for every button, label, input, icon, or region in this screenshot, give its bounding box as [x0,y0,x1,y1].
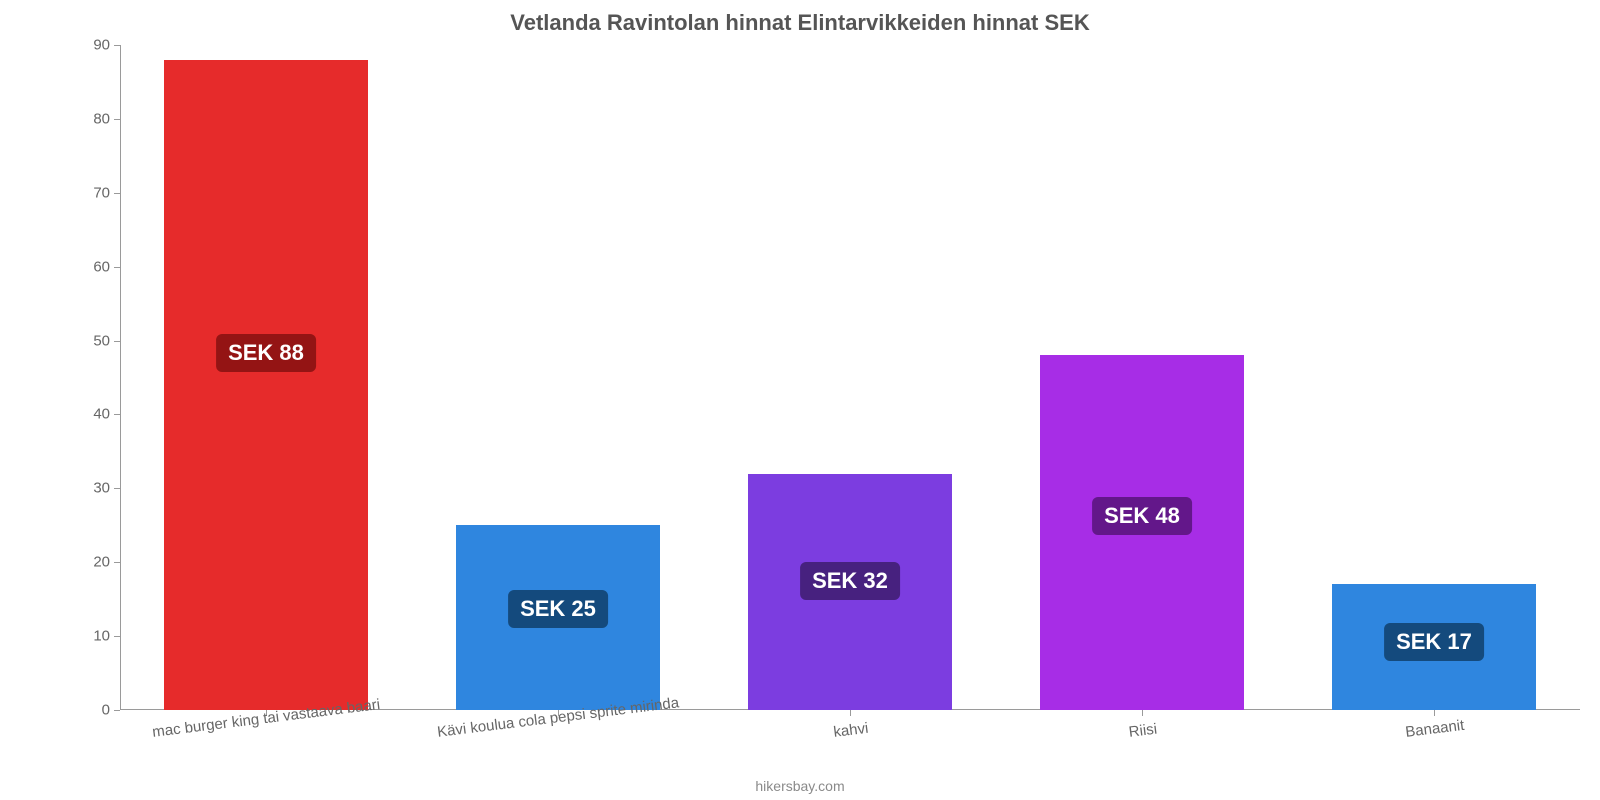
y-tick-label: 30 [93,480,120,497]
x-tick [850,710,851,716]
y-tick-label: 40 [93,406,120,423]
y-tick-label: 80 [93,110,120,127]
value-badge: SEK 25 [508,590,608,628]
y-tick-label: 60 [93,258,120,275]
y-tick-label: 50 [93,332,120,349]
y-tick-label: 0 [102,702,120,719]
x-axis-label: Riisi [1128,721,1158,741]
chart-title: Vetlanda Ravintolan hinnat Elintarvikkei… [0,10,1600,36]
y-tick-label: 70 [93,184,120,201]
value-badge: SEK 17 [1384,623,1484,661]
y-tick-label: 10 [93,628,120,645]
x-tick [1434,710,1435,716]
plot-area: SEK 88SEK 25SEK 32SEK 48SEK 17 010203040… [120,45,1580,710]
value-badge: SEK 48 [1092,497,1192,535]
bar [164,60,368,710]
x-axis-label: Banaanit [1404,717,1465,741]
x-axis-label: kahvi [832,720,869,741]
y-tick-label: 90 [93,37,120,54]
bars-container: SEK 88 SEK 25 SEK 32 SEK 48 SEK 17 [120,45,1580,710]
y-tick-label: 20 [93,554,120,571]
value-badge: SEK 88 [216,334,316,372]
value-badge: SEK 32 [800,562,900,600]
x-tick [1142,710,1143,716]
source-label: hikersbay.com [0,778,1600,794]
